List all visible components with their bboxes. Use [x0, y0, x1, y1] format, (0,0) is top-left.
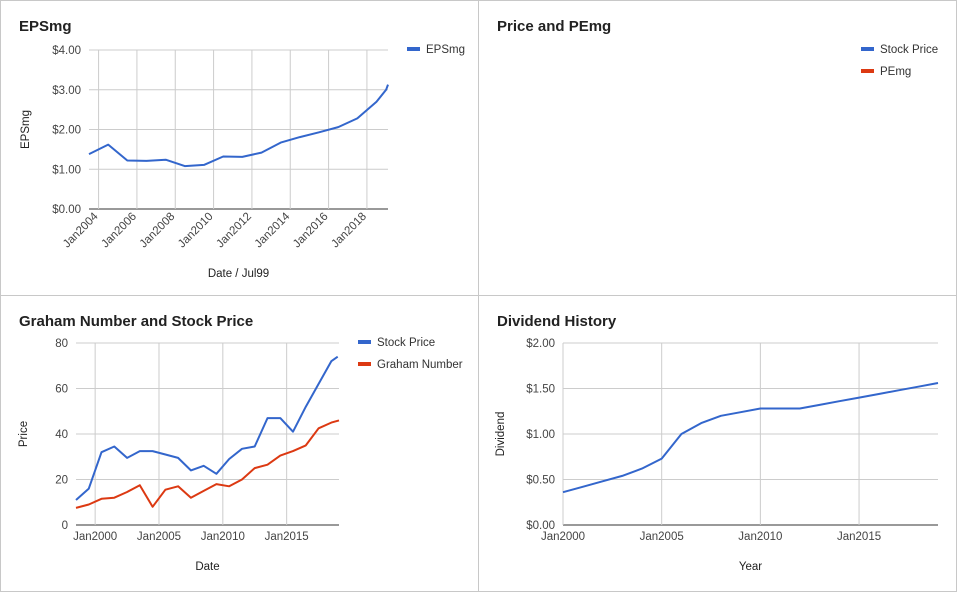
chart-0-title: EPSmg	[19, 18, 72, 35]
chart-0-legend-swatch	[407, 47, 420, 51]
chart-3-y-axis-label: Dividend	[495, 412, 507, 457]
chart-0-ytick-label: $1.00	[52, 164, 81, 176]
chart-0-xtick-label: Jan2010	[176, 211, 216, 251]
chart-panel-price-pemg: Price and PEmg0255075100Jan2008Jan2010Ja…	[478, 0, 957, 296]
chart-2-series-line-1	[75, 419, 340, 509]
chart-0-xtick-label: Jan2008	[138, 211, 178, 251]
chart-2-xtick-label: Jan2015	[265, 531, 309, 543]
chart-0-ytick-label: $2.00	[52, 125, 81, 137]
chart-0-legend-label: EPSmg	[426, 44, 465, 56]
chart-3-xtick-label: Jan2015	[837, 531, 881, 543]
chart-3-series-line-0	[562, 382, 939, 494]
chart-2-ytick-label: 80	[55, 338, 68, 350]
chart-0-y-axis-label: EPSmg	[20, 110, 32, 149]
chart-3-ytick-label: $0.00	[526, 520, 555, 532]
chart-3-x-axis-label: Year	[739, 561, 762, 573]
chart-0-xtick-label: Jan2016	[291, 211, 331, 251]
chart-svg-graham: Graham Number and Stock Price 0 20 40 60 80 Ja…	[18, 313, 463, 573]
chart-2-x-axis-label: Date	[195, 561, 219, 573]
chart-2-xtick-label: Jan2000	[73, 531, 117, 543]
chart-2-legend-swatch	[358, 340, 371, 344]
chart-0-xtick-label: Jan2012	[214, 211, 254, 251]
chart-3-ytick-label: $2.00	[526, 338, 555, 350]
chart-1-legend-label: Stock Price	[880, 44, 938, 56]
chart-svg-price-pemg: Price and PEmg0255075100Jan2008Jan2010Ja…	[497, 18, 938, 78]
chart-3-ytick-label: $1.00	[526, 429, 555, 441]
chart-1-title: Price and PEmg	[497, 18, 611, 35]
chart-2-legend-label: Stock Price	[377, 337, 435, 349]
chart-2-ytick-label: 60	[55, 384, 68, 396]
chart-panel-epsmg: EPSmg $0.00 $1.00 $2.00 $3.00 $4.00 Jan2004 Jan…	[0, 0, 479, 296]
chart-0-xtick-label: Jan2006	[99, 211, 139, 251]
chart-3-ytick-label: $1.50	[526, 384, 555, 396]
chart-0-x-axis-label: Date / Jul99	[208, 268, 269, 280]
chart-3-title: Dividend History	[497, 313, 617, 330]
chart-panel-dividend: Dividend History $0.00 $0.50 $1.00 $1.50 $2.0…	[478, 295, 957, 592]
chart-2-legend-swatch	[358, 362, 371, 366]
chart-2-title: Graham Number and Stock Price	[19, 313, 253, 330]
chart-0-xtick-label: Jan2018	[329, 211, 369, 251]
chart-2-legend-label: Graham Number	[377, 359, 463, 371]
chart-1-legend-swatch	[861, 69, 874, 73]
chart-2-xtick-label: Jan2010	[201, 531, 245, 543]
chart-3-ytick-label: $0.50	[526, 475, 555, 487]
chart-3-xtick-label: Jan2005	[640, 531, 684, 543]
chart-2-ytick-label: 20	[55, 475, 68, 487]
chart-0-ytick-label: $3.00	[52, 85, 81, 97]
chart-0-xtick-label: Jan2004	[61, 210, 101, 250]
chart-0-ytick-label: $0.00	[52, 204, 81, 216]
chart-2-xtick-label: Jan2005	[137, 531, 181, 543]
chart-1-legend-swatch	[861, 47, 874, 51]
chart-1-legend-label: PEmg	[880, 66, 911, 78]
chart-panel-graham: Graham Number and Stock Price 0 20 40 60 80 Ja…	[0, 295, 479, 592]
chart-2-series-line-0	[75, 355, 339, 501]
chart-0-ytick-label: $4.00	[52, 45, 81, 57]
chart-svg-epsmg: EPSmg$0.00$1.00$2.00$3.00$4.00Jan2004Jan…	[19, 18, 465, 280]
chart-3-xtick-label: Jan2010	[738, 531, 782, 543]
chart-2-ytick-label: 40	[55, 429, 68, 441]
chart-3-xtick-label: Jan2000	[541, 531, 585, 543]
chart-2-ytick-label: 0	[62, 520, 68, 532]
chart-0-xtick-label: Jan2014	[253, 210, 293, 250]
chart-svg-dividend: Dividend History $0.00 $0.50 $1.00 $1.50 $2.0…	[495, 313, 939, 573]
chart-2-y-axis-label: Price	[18, 421, 30, 447]
chart-0-series-line-0	[88, 84, 389, 168]
